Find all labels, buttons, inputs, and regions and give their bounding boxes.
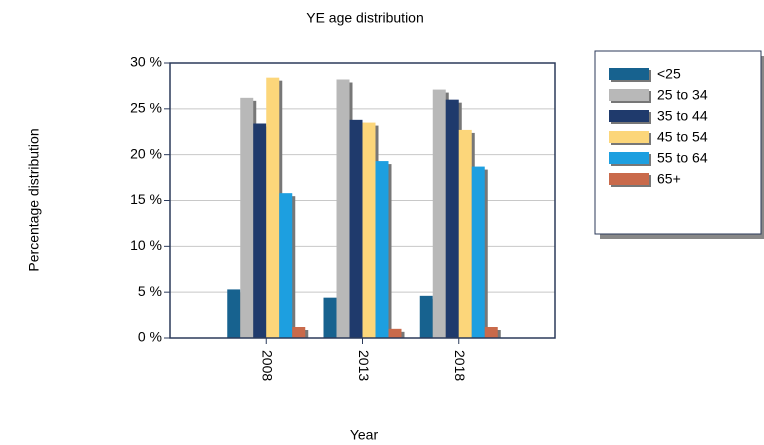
legend-swatch — [609, 152, 649, 164]
legend-label: 35 to 44 — [657, 108, 708, 124]
bar — [432, 89, 446, 338]
x-tick-label: 2018 — [452, 350, 468, 381]
bar — [375, 161, 389, 338]
y-tick-label: 15 % — [130, 191, 162, 207]
y-tick-label: 20 % — [130, 145, 162, 161]
y-tick-label: 10 % — [130, 237, 162, 253]
legend-label: 45 to 54 — [657, 129, 708, 145]
legend-swatch — [609, 110, 649, 122]
x-axis-label: Year — [350, 427, 379, 443]
bar — [458, 129, 472, 338]
chart-title: YE age distribution — [306, 10, 424, 26]
bar — [292, 327, 306, 338]
legend-swatch — [609, 89, 649, 101]
bar — [227, 289, 241, 338]
legend-label: 25 to 34 — [657, 87, 708, 103]
bar — [445, 99, 459, 339]
x-tick-label: 2008 — [260, 350, 276, 381]
bar — [253, 123, 267, 338]
y-tick-label: 0 % — [138, 329, 162, 345]
legend-label: 55 to 64 — [657, 150, 708, 166]
y-tick-label: 5 % — [138, 283, 162, 299]
legend-swatch — [609, 173, 649, 185]
bar — [484, 327, 498, 338]
y-tick-label: 30 % — [130, 54, 162, 70]
y-tick-label: 25 % — [130, 100, 162, 116]
bar — [419, 295, 433, 338]
bar — [336, 79, 350, 338]
bar — [279, 193, 293, 338]
y-axis-label: Percentage distribution — [26, 128, 42, 271]
bar — [240, 97, 254, 338]
bar — [362, 122, 376, 338]
legend-label: 65+ — [657, 171, 681, 187]
plot-border — [169, 62, 556, 339]
bar — [471, 166, 485, 338]
legend-swatch — [609, 68, 649, 80]
bar — [266, 77, 280, 339]
bar — [349, 119, 363, 338]
legend-swatch — [609, 131, 649, 143]
bar — [323, 297, 337, 338]
legend-label: <25 — [657, 66, 681, 82]
x-tick-label: 2013 — [356, 350, 372, 381]
bar — [388, 328, 402, 338]
